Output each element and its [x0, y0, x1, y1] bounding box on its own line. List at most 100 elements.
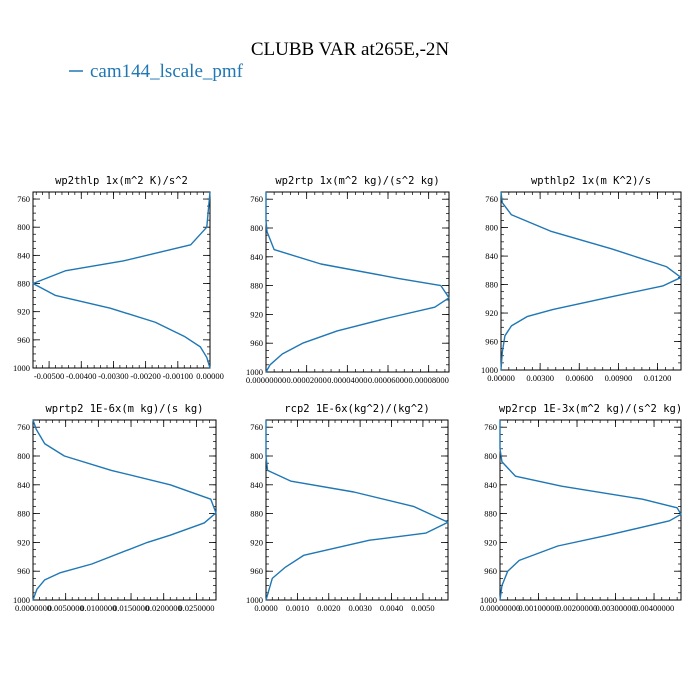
plot-frame [499, 419, 682, 601]
x-tick-label: 0.0200000 [146, 603, 182, 613]
figure-title: CLUBB VAR at265E,-2N [251, 39, 450, 60]
y-tick-label: 920 [17, 307, 30, 317]
x-tick-label: 0.00900 [605, 373, 633, 383]
x-tick-label: 0.0000 [254, 603, 277, 613]
y-tick-label: 840 [250, 252, 263, 262]
y-tick-label: 920 [485, 308, 498, 318]
panel-grid: wp2thlp 1x(m^2 K)/s^2 760 800 840 880 920 960 1… [13, 175, 682, 613]
y-tick-label: 800 [17, 451, 30, 461]
y-tick-label: 880 [250, 281, 263, 291]
series-line [265, 420, 449, 601]
y-tick-label: 880 [17, 279, 30, 289]
x-tick-label: -0.00400 [66, 371, 96, 381]
y-tick-label: 960 [485, 337, 498, 347]
y-tick-label: 840 [484, 480, 497, 490]
y-tick-label: 1000 [13, 363, 30, 373]
x-tick-label: 0.0250000 [178, 603, 214, 613]
panel-title: wp2rcp 1E-3x(m^2 kg)/(s^2 kg) [499, 403, 682, 415]
legend-label: cam144_lscale_pmf [90, 61, 244, 82]
x-tick-label: -0.00500 [34, 371, 64, 381]
panel-title: rcp2 1E-6x(kg^2)/(kg^2) [284, 403, 429, 415]
y-tick-label: 760 [17, 422, 30, 432]
panel-3: wpthlp2 1x(m K^2)/s 760 800 840 880 920 960 100… [481, 175, 682, 383]
y-tick-label: 800 [250, 223, 263, 233]
y-tick-label: 840 [250, 480, 263, 490]
y-tick-label: 800 [250, 451, 263, 461]
y-tick-label: 960 [250, 566, 263, 576]
x-tick-label: -0.00100 [163, 371, 193, 381]
x-tick-label: 0.0030 [348, 603, 371, 613]
x-tick-label: 0.00000000 [480, 603, 520, 613]
y-tick-label: 760 [250, 422, 263, 432]
y-tick-label: 840 [17, 250, 30, 260]
y-tick-label: 880 [17, 509, 30, 519]
y-tick-label: 1000 [481, 365, 498, 375]
y-tick-label: 840 [485, 251, 498, 261]
x-tick-label: 0.00200000 [557, 603, 597, 613]
x-tick-label: 0.00004000 [327, 375, 367, 385]
y-tick-label: 960 [484, 566, 497, 576]
panel-title: wpthlp2 1x(m K^2)/s [531, 175, 651, 187]
y-tick-label: 960 [250, 338, 263, 348]
plot-frame [265, 191, 450, 373]
series-line [499, 420, 682, 601]
series-line [32, 191, 211, 369]
panel-6: wp2rcp 1E-3x(m^2 kg)/(s^2 kg)760 800 840 88… [480, 403, 682, 613]
series-line [500, 191, 682, 371]
plot-frame [265, 419, 449, 601]
x-tick-label: -0.00300 [98, 371, 128, 381]
x-tick-label: 0.0050000 [48, 603, 84, 613]
x-tick-label: 0.00006000 [368, 375, 408, 385]
y-tick-label: 880 [484, 509, 497, 519]
y-tick-label: 760 [17, 194, 30, 204]
series-line [32, 419, 217, 601]
y-tick-label: 960 [17, 335, 30, 345]
y-tick-label: 1000 [13, 595, 30, 605]
y-tick-label: 760 [484, 422, 497, 432]
x-tick-label: 0.00100000 [518, 603, 558, 613]
panel-4: wprtp2 1E-6x(m kg)/(s kg) 760 800 840 880 920… [13, 403, 217, 613]
panel-5: rcp2 1E-6x(kg^2)/(kg^2) 760 800 840 880 920 96… [246, 403, 449, 613]
x-tick-label: 0.0010 [286, 603, 309, 613]
plot-frame [32, 191, 211, 369]
y-tick-label: 800 [485, 223, 498, 233]
y-tick-label: 800 [17, 222, 30, 232]
panel-2: wp2rtp 1x(m^2 kg)/(s^2 kg) 760 800 840 880 92… [246, 175, 450, 385]
y-tick-label: 1000 [480, 595, 497, 605]
y-tick-label: 880 [250, 509, 263, 519]
y-tick-label: 880 [485, 280, 498, 290]
x-tick-label: 0.0100000 [80, 603, 116, 613]
legend: cam144_lscale_pmf [69, 61, 244, 82]
panel-title: wp2rtp 1x(m^2 kg)/(s^2 kg) [275, 175, 439, 187]
x-tick-label: 0.00000000 [246, 375, 286, 385]
x-tick-label: 0.01200 [644, 373, 672, 383]
y-tick-label: 760 [250, 194, 263, 204]
plot-frame [500, 191, 682, 371]
y-tick-label: 760 [485, 194, 498, 204]
y-tick-label: 920 [17, 537, 30, 547]
x-tick-label: 0.0040 [380, 603, 403, 613]
y-tick-label: 920 [250, 537, 263, 547]
y-tick-label: 920 [484, 537, 497, 547]
y-tick-label: 960 [17, 566, 30, 576]
y-tick-label: 1000 [246, 367, 263, 377]
x-tick-label: 0.00000 [487, 373, 515, 383]
x-tick-label: 0.00600 [565, 373, 593, 383]
y-tick-label: 1000 [246, 595, 263, 605]
panel-1: wp2thlp 1x(m^2 K)/s^2 760 800 840 880 920 960 1… [13, 175, 224, 381]
x-tick-label: 0.00300000 [595, 603, 635, 613]
x-tick-label: 0.00300 [526, 373, 554, 383]
y-tick-label: 840 [17, 480, 30, 490]
x-tick-label: 0.0050 [411, 603, 434, 613]
x-tick-label: 0.00008000 [408, 375, 448, 385]
x-tick-label: 0.0150000 [113, 603, 149, 613]
y-tick-label: 800 [484, 451, 497, 461]
x-tick-label: 0.00400000 [634, 603, 674, 613]
x-tick-label: 0.00002000 [286, 375, 326, 385]
series-line [265, 192, 450, 373]
panel-title: wprtp2 1E-6x(m kg)/(s kg) [45, 403, 203, 415]
panel-title: wp2thlp 1x(m^2 K)/s^2 [55, 175, 188, 187]
x-tick-label: -0.00200 [130, 371, 160, 381]
